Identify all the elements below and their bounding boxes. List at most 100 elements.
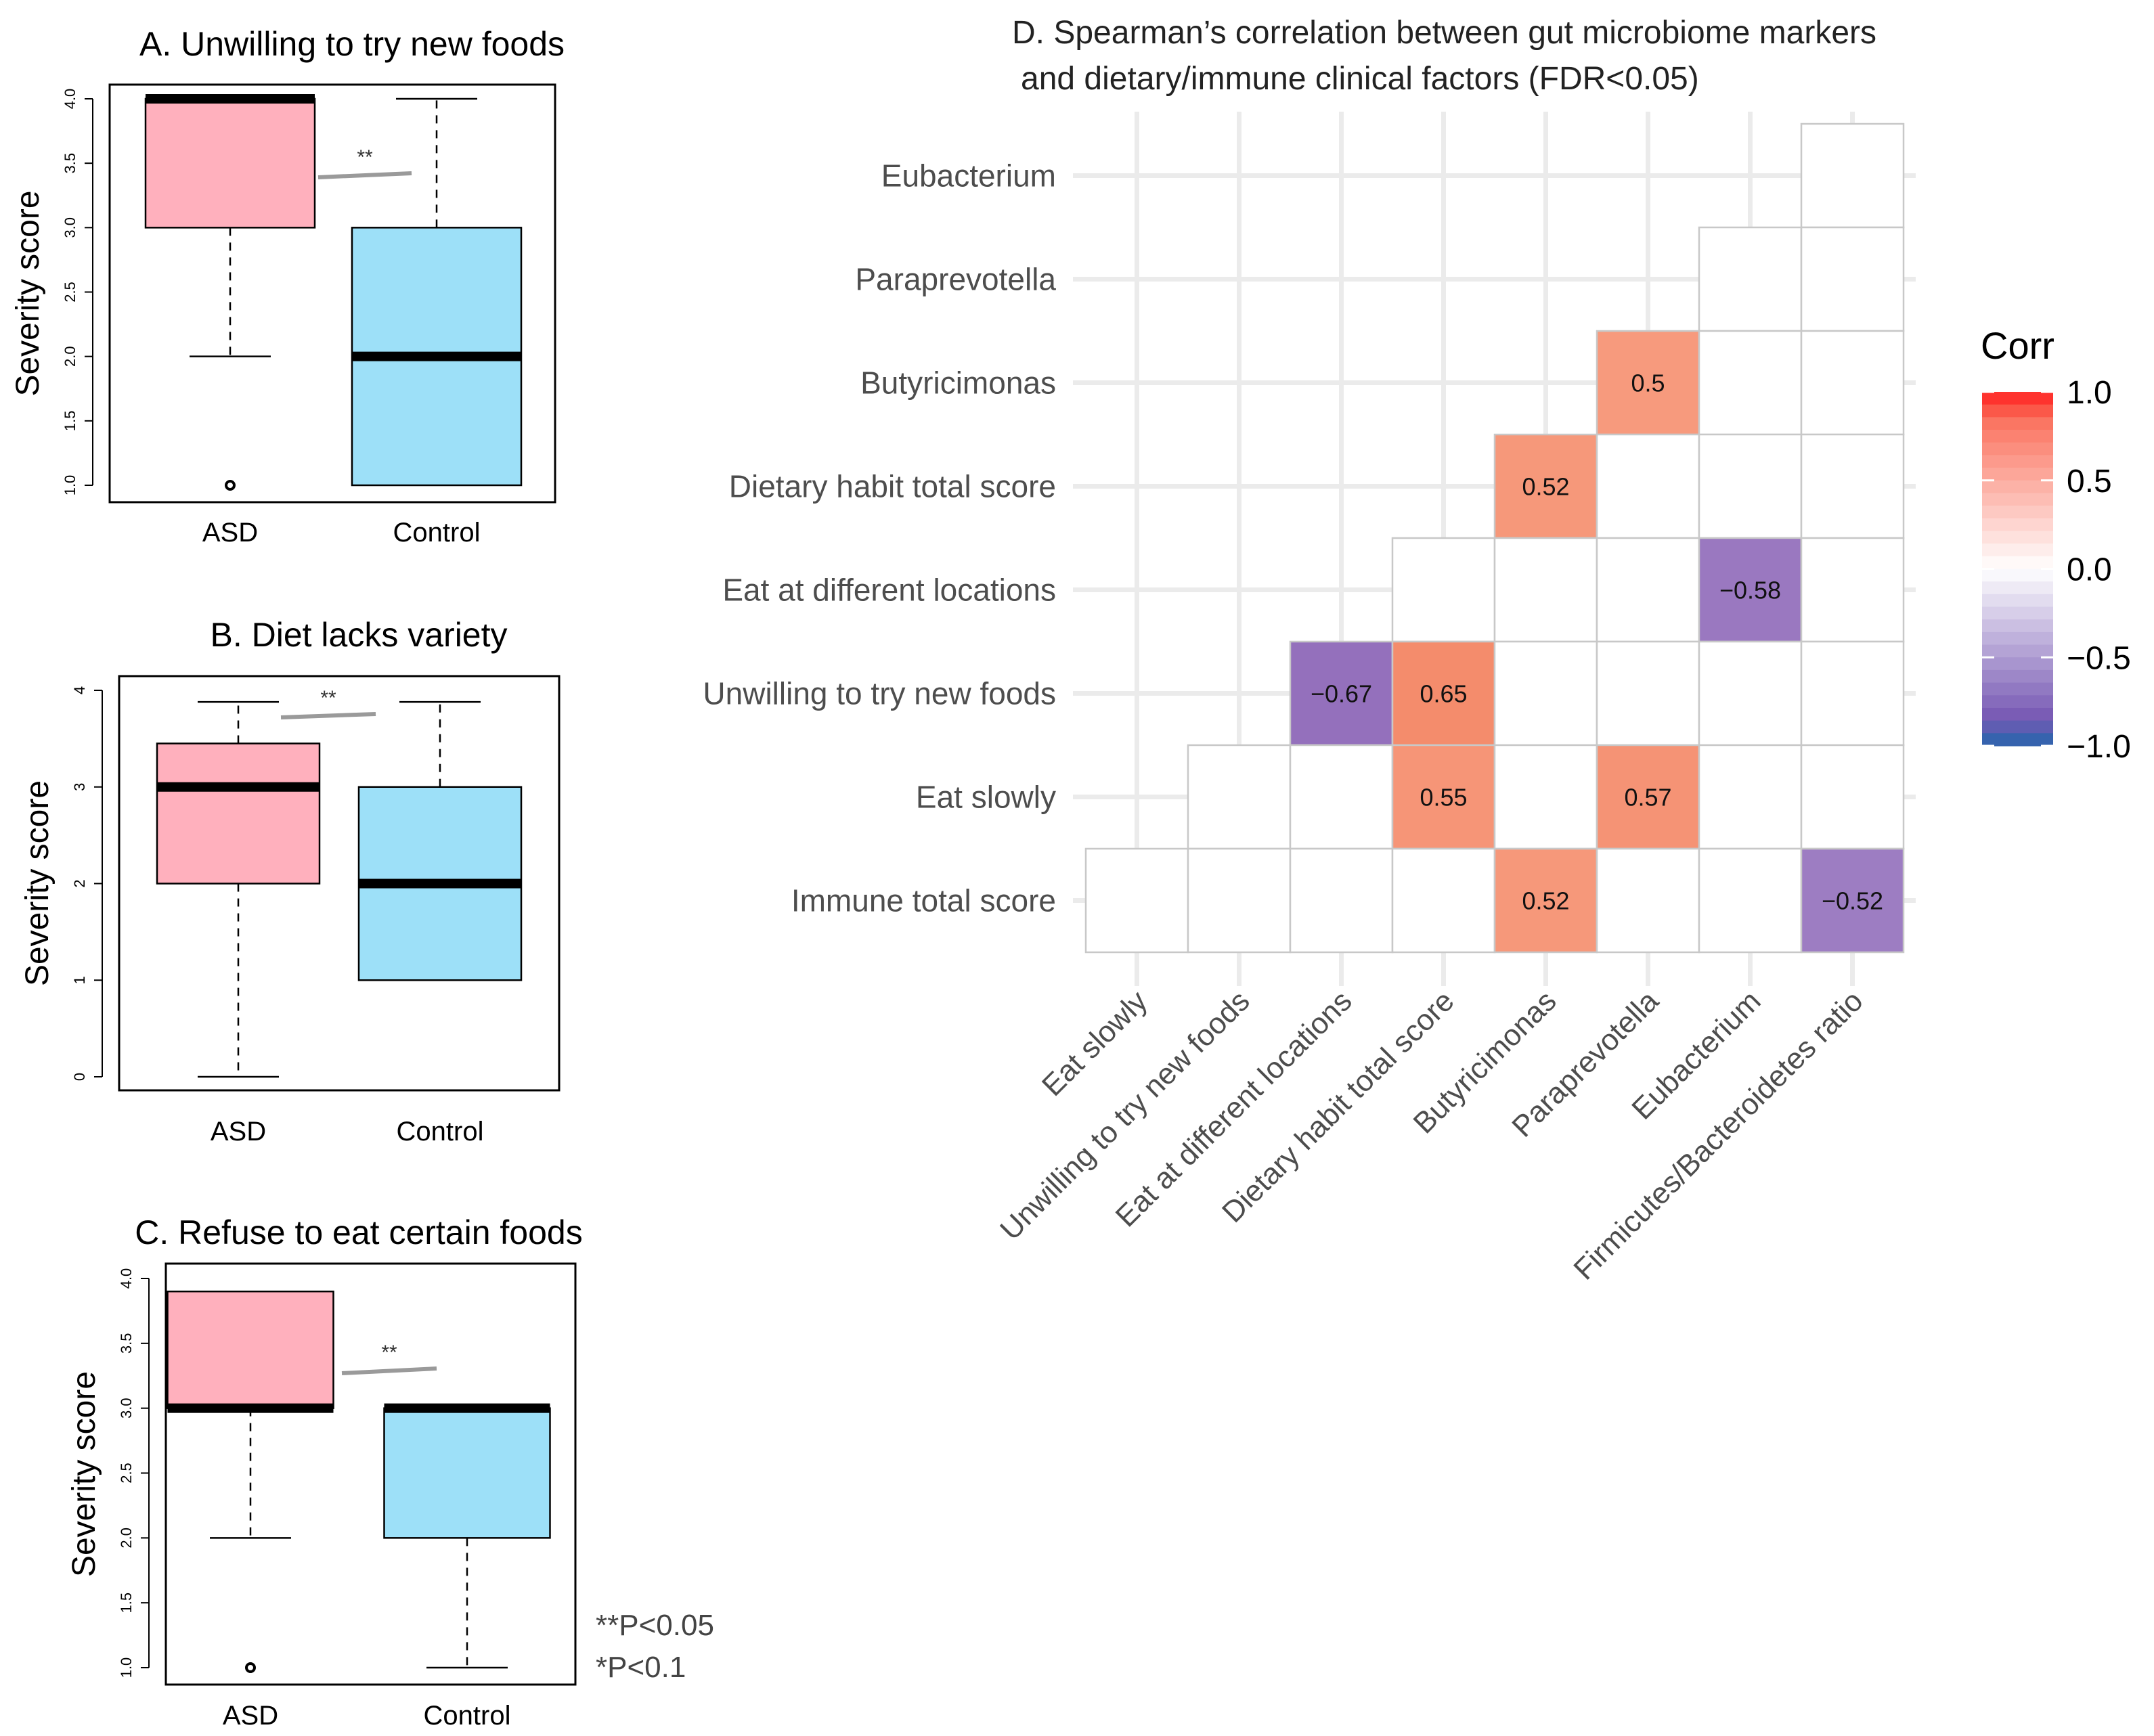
note-line-1: **P<0.05: [596, 1609, 714, 1642]
legend-tick-label: 0.0: [2067, 552, 2112, 588]
heatmap-cell: [1493, 433, 1598, 539]
heatmap-cell: [1698, 537, 1803, 643]
legend-color-step: [1982, 455, 2053, 468]
y-tick-label: 1.5: [62, 411, 79, 432]
row-label: Paraprevotella: [855, 262, 1056, 297]
cell-value-label: −0.58: [1719, 577, 1781, 604]
x-tick-label: ASD: [211, 1117, 266, 1147]
plot-frame: [108, 83, 556, 504]
x-tick-label: ASD: [223, 1701, 278, 1731]
y-tick-label: 4.0: [62, 89, 79, 110]
heatmap-cell: [1800, 226, 1905, 332]
note-line-2: *P<0.1: [596, 1651, 686, 1684]
row-label: Immune total score: [791, 883, 1056, 918]
correlation-heatmap: D. Spearman’s correlation between gut mi…: [703, 15, 1916, 1287]
outlier-point: [245, 1662, 256, 1673]
legend-color-step: [1982, 468, 2053, 481]
legend-color-step: [1982, 506, 2053, 519]
y-tick-label: 2.0: [118, 1528, 135, 1549]
x-tick-label: Control: [393, 518, 481, 548]
y-tick-label: 3.5: [62, 153, 79, 174]
box-plot-panels: A. Unwilling to try new foods 1.0 1.5 2.0 2.…: [10, 25, 583, 1731]
box-panel-2: B. Diet lacks variety 0 1 2 3 4 Severity score…: [20, 616, 561, 1147]
legend-tick-label: −1.0: [2067, 729, 2131, 765]
heatmap-cell: [1391, 847, 1496, 954]
legend-color-step: [1982, 543, 2053, 557]
heatmap-cell: [1596, 847, 1700, 954]
outlier-point: [225, 480, 236, 491]
cell-value-label: 0.65: [1420, 680, 1467, 708]
box-panel-3: C. Refuse to eat certain foods 1.0 1.5 2.0 2…: [66, 1214, 583, 1731]
heatmap-cell: [1800, 640, 1905, 747]
significance-line: [280, 712, 376, 719]
heatmap-cell: [1289, 847, 1394, 954]
cell-value-label: 0.52: [1522, 887, 1569, 915]
legend-color-step: [1982, 644, 2053, 658]
row-label: Butyricimonas: [860, 365, 1056, 401]
legend-color-step: [1982, 417, 2053, 430]
heatmap-cell: [1800, 433, 1905, 539]
y-tick-label: 3: [71, 783, 88, 791]
panel-title: C. Refuse to eat certain foods: [135, 1214, 582, 1251]
row-label: Dietary habit total score: [729, 469, 1056, 504]
heatmap-cell: [1800, 123, 1905, 229]
y-tick-label: 2.0: [62, 346, 79, 367]
legend-color-step: [1982, 657, 2053, 671]
legend-color-step: [1982, 581, 2053, 595]
heatmap-cell: [1698, 226, 1803, 332]
heatmap-cell: [1698, 330, 1803, 436]
row-label: Eubacterium: [881, 158, 1056, 194]
significance-line: [341, 1366, 437, 1375]
heatmap-cells: 0.5 0.52 −0.58 −0.67 0.65 0.55 0.57 0.52 −0.52: [1084, 123, 1905, 954]
heatmap-title-line-1: D. Spearman’s correlation between gut mi…: [1012, 15, 1876, 51]
legend-color-step: [1982, 442, 2053, 455]
y-tick-label: 3.0: [62, 217, 79, 238]
heatmap-cell: [1596, 330, 1700, 436]
cell-value-label: 0.5: [1631, 370, 1665, 397]
legend-color-step: [1982, 518, 2053, 532]
cell-value-label: 0.55: [1420, 784, 1467, 811]
legend-tick-label: 1.0: [2067, 375, 2112, 411]
cell-value-label: 0.52: [1522, 473, 1569, 501]
legend-color-step: [1982, 707, 2053, 721]
heatmap-cell: [1596, 537, 1700, 643]
y-tick-label: 2.5: [62, 282, 79, 303]
box-panel-1: A. Unwilling to try new foods 1.0 1.5 2.0 2.…: [10, 25, 565, 548]
significance-stars: **: [357, 146, 373, 169]
heatmap-cell: [1800, 847, 1905, 954]
heatmap-cell: [1698, 847, 1803, 954]
y-tick-label: 2.5: [118, 1463, 135, 1484]
plot-frame: [118, 675, 561, 1092]
row-label: Eat slowly: [916, 780, 1056, 815]
heatmap-cell: [1391, 640, 1496, 747]
legend-color-step: [1982, 669, 2053, 684]
x-tick-label: Control: [397, 1117, 484, 1147]
panel-title: A. Unwilling to try new foods: [139, 25, 565, 63]
y-tick-label: 1.5: [118, 1593, 135, 1613]
heatmap-cell: [1391, 744, 1496, 850]
y-tick-label: 2: [71, 879, 88, 887]
legend-tick-label: −0.5: [2067, 640, 2131, 676]
y-tick-label: 1.0: [118, 1657, 135, 1678]
row-label: Unwilling to try new foods: [703, 676, 1056, 711]
legend-tick-label: 0.5: [2067, 464, 2112, 499]
legend-color-step: [1982, 733, 2053, 747]
heatmap-cell: [1596, 744, 1700, 850]
cell-value-label: −0.52: [1822, 887, 1883, 915]
box-asd: [144, 97, 316, 229]
significance-line: [317, 171, 412, 179]
legend-color-step: [1982, 606, 2053, 620]
heatmap-cell: [1187, 744, 1292, 850]
y-tick-label: 3.5: [118, 1333, 135, 1354]
y-tick-label: 4: [71, 686, 88, 694]
corr-legend: Corr 1.0 0.5 0.0 −0.5 −1.0: [1981, 324, 2131, 765]
heatmap-cell: [1493, 537, 1598, 643]
box-control: [383, 1407, 551, 1539]
box-asd: [167, 1290, 334, 1409]
box-asd: [156, 742, 321, 885]
heatmap-cell: [1084, 847, 1189, 954]
heatmap-cell: [1698, 744, 1803, 850]
heatmap-title-line-2: and dietary/immune clinical factors (FDR…: [1021, 61, 1699, 97]
legend-color-step: [1982, 682, 2053, 696]
